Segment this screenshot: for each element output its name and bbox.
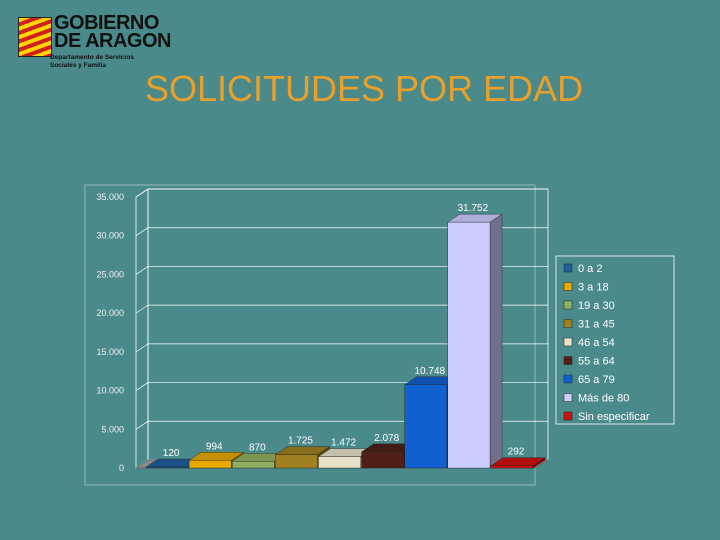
- gridline-side: [135, 343, 149, 353]
- data-label: 10.748: [414, 366, 445, 377]
- y-tick-label: 5.000: [101, 424, 124, 434]
- gobierno-aragon-logo: GOBIERNO DE ARAGON Departamento de Servi…: [14, 12, 174, 74]
- legend-entry: 3 a 18: [578, 282, 609, 294]
- legend-swatch: [563, 319, 573, 328]
- legend-swatch: [563, 393, 573, 402]
- legend-entry: 19 a 30: [578, 300, 615, 312]
- legend-swatch: [563, 263, 573, 273]
- legend-entry: 65 a 79: [578, 374, 615, 386]
- logo-dept-line1: Departamento de Servicios: [50, 54, 134, 61]
- legend-entry: 46 a 54: [578, 337, 615, 349]
- data-label: 1.472: [331, 438, 356, 449]
- y-tick-label: 25.000: [96, 269, 124, 279]
- logo-name-line1: GOBIERNO: [54, 12, 159, 34]
- logo-name: GOBIERNO DE ARAGON: [54, 12, 171, 52]
- bar: [145, 466, 189, 469]
- bar: [232, 461, 275, 469]
- data-label: 31.752: [458, 203, 489, 214]
- chart-side-wall: [135, 188, 149, 469]
- gridline-side: [135, 420, 149, 430]
- bar: [447, 221, 491, 469]
- data-label: 994: [206, 441, 223, 452]
- legend-swatch: [563, 356, 573, 365]
- gridline-side: [135, 266, 149, 275]
- legend-swatch: [563, 411, 573, 421]
- chart-panel: [84, 184, 536, 486]
- logo-name-line2: DE ARAGON: [54, 30, 171, 52]
- legend-entry: Más de 80: [578, 393, 629, 405]
- y-tick-label: 15.000: [96, 347, 124, 357]
- y-tick-label: 30.000: [96, 231, 124, 241]
- legend-swatch: [563, 300, 573, 310]
- legend-entry: 55 a 64: [578, 356, 615, 368]
- data-label: 292: [508, 447, 525, 458]
- data-label: 120: [163, 448, 180, 459]
- bar: [318, 456, 361, 469]
- y-tick-label: 10.000: [96, 386, 124, 396]
- bar-side: [489, 213, 503, 469]
- gridline-side: [135, 227, 149, 237]
- bar: [490, 465, 534, 469]
- legend-box: [555, 255, 675, 425]
- legend-entry: 0 a 2: [578, 263, 602, 275]
- bar: [188, 460, 232, 469]
- bar: [404, 384, 448, 469]
- logo-dept-line2: Sociales y Familia: [50, 62, 107, 69]
- slide-title: SOLICITUDES POR EDAD: [145, 68, 584, 109]
- aragon-flag-icon: [18, 17, 52, 57]
- legend-swatch: [563, 374, 573, 384]
- y-tick-label: 20.000: [96, 308, 124, 318]
- legend-entry: Sin especificar: [578, 411, 650, 423]
- data-label: 870: [249, 442, 266, 453]
- bar: [361, 451, 405, 469]
- logo-department: Departamento de Servicios Sociales y Fam…: [50, 54, 180, 70]
- gridline-side: [135, 188, 149, 198]
- legend-entry: 31 a 45: [578, 319, 615, 331]
- y-tick-label: 0: [119, 463, 124, 473]
- gridline-side: [135, 382, 149, 391]
- data-label: 2.078: [374, 433, 399, 444]
- y-tick-label: 35.000: [96, 192, 124, 202]
- legend-swatch: [563, 337, 573, 347]
- data-label: 1.725: [288, 436, 313, 447]
- gridline-side: [135, 304, 149, 314]
- bar: [275, 454, 318, 469]
- legend-swatch: [563, 282, 573, 291]
